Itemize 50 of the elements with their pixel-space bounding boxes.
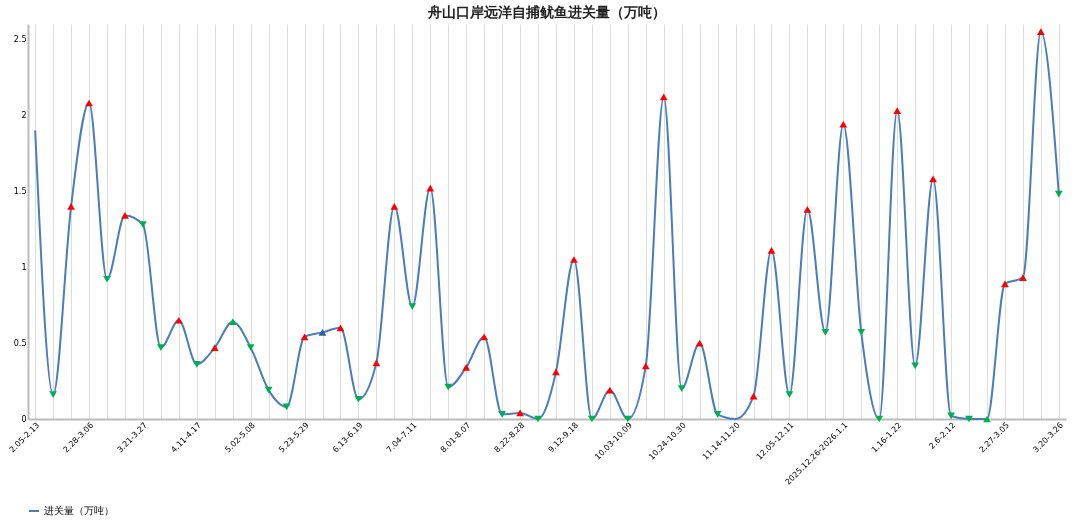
y-tick-label: 0 [21, 414, 27, 424]
point [839, 120, 848, 128]
point [911, 362, 920, 370]
point [641, 362, 650, 370]
point [1001, 280, 1009, 288]
legend-label: 进关量（万吨） [44, 505, 114, 516]
point [67, 202, 75, 210]
point [803, 205, 812, 213]
point [498, 411, 506, 418]
point [139, 221, 147, 228]
point [354, 395, 363, 403]
point [480, 333, 489, 341]
point [462, 363, 471, 371]
point [713, 411, 722, 418]
point [749, 392, 758, 400]
point [103, 275, 111, 283]
point [767, 247, 776, 254]
point [1019, 274, 1027, 282]
point [372, 359, 381, 367]
point [318, 329, 327, 336]
point [408, 303, 417, 310]
point [552, 368, 560, 376]
point [785, 391, 794, 399]
point [210, 344, 219, 351]
point [157, 344, 165, 351]
point [857, 329, 866, 336]
point [192, 360, 201, 368]
point [1036, 28, 1045, 35]
y-tick-label: 1 [21, 262, 27, 272]
point [677, 385, 686, 392]
point [121, 212, 129, 219]
point [300, 333, 309, 341]
point [570, 256, 578, 263]
point [659, 93, 668, 101]
y-tick-label: 2 [21, 110, 27, 120]
y-tick-label: 2.5 [13, 34, 27, 44]
point [228, 318, 237, 326]
point [174, 316, 183, 324]
y-tick-label: 0.5 [13, 338, 27, 348]
point [390, 202, 399, 210]
point [264, 386, 273, 394]
point [246, 344, 255, 351]
point [893, 107, 902, 114]
chart-title: 舟山口岸远洋自捕鱿鱼进关量（万吨） [427, 4, 666, 20]
point [821, 329, 830, 336]
point [282, 403, 291, 411]
point [336, 324, 345, 332]
point [1054, 190, 1063, 198]
y-tick-label: 1.5 [13, 186, 27, 196]
point [49, 391, 58, 399]
